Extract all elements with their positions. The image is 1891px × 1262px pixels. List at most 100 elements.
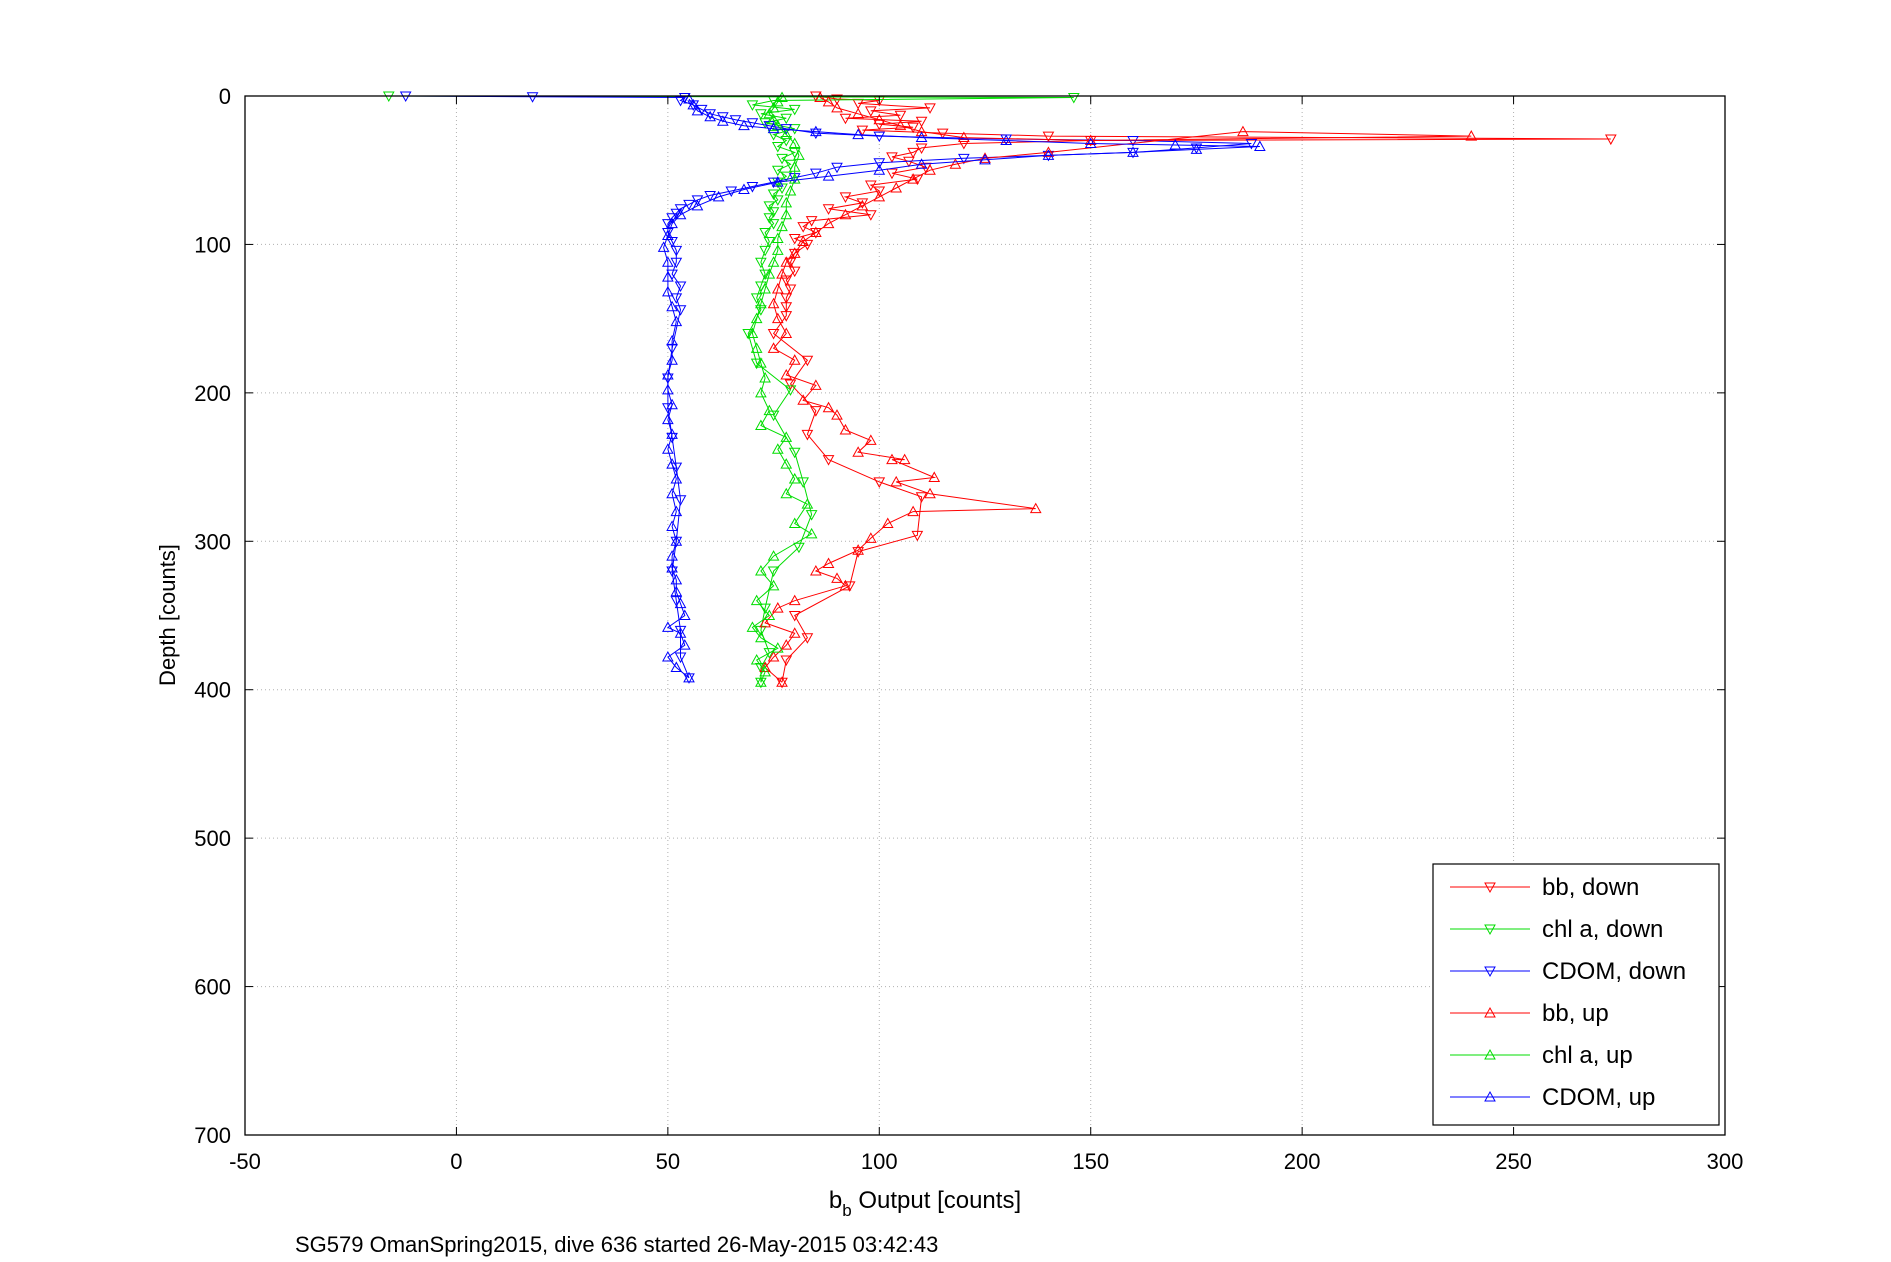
data-point [670,505,683,517]
axes-frame [244,95,1726,1136]
data-point [767,256,780,267]
data-point [793,149,805,160]
series-line [772,95,1611,683]
legend-label: bb, up [1542,1000,1609,1027]
data-point [780,311,793,322]
data-point [873,186,886,198]
data-point [687,98,700,110]
legend-marker [1484,882,1496,894]
data-point [767,651,780,662]
data-point [666,354,678,365]
data-point [780,113,793,125]
data-point [767,342,780,353]
data-point [780,639,793,650]
y-tick-label: 200 [194,381,231,406]
data-point [890,475,903,487]
data-point [907,147,919,159]
data-point [674,305,687,316]
data-point [852,547,864,558]
data-point [767,101,780,113]
data-point [936,128,949,140]
data-point [915,125,928,137]
x-tick-label: 250 [1495,1149,1532,1174]
data-point [674,627,687,638]
data-point [691,199,704,211]
data-point [788,137,801,148]
data-point [780,327,793,338]
series-line [663,98,1260,679]
y-tick-label: 500 [194,826,231,851]
data-point [784,284,797,295]
data-point [750,358,763,370]
data-point [1604,134,1617,146]
data-point [767,219,780,230]
data-point [907,122,919,134]
data-point [666,458,678,469]
data-point [771,244,784,255]
legend-box [1432,863,1720,1126]
data-point [755,386,767,398]
data-point [915,143,928,154]
data-point [873,131,886,143]
data-point [683,199,695,211]
data-point [780,128,793,140]
data-point [839,192,852,203]
y-tick-label: 100 [194,232,231,257]
data-point [674,495,687,506]
data-point [797,394,810,405]
data-point [924,487,936,499]
data-point [670,472,683,484]
data-point [780,256,793,267]
data-point [704,110,716,122]
data-point [788,517,801,528]
data-point [1245,138,1258,150]
data-point [822,217,835,229]
data-point [780,431,793,442]
x-axis-label-symbol: b [829,1187,842,1214]
data-point [788,161,801,172]
data-point [873,158,886,169]
data-point [662,229,674,241]
data-point [759,118,771,129]
data-point [801,239,814,251]
data-point [839,579,852,591]
data-point [704,109,716,120]
data-point [784,184,797,196]
data-point [755,676,767,687]
data-point [763,609,776,620]
data-point [738,183,750,195]
x-axis-label-text: Output [counts] [852,1187,1021,1214]
legend-label: chl a, up [1542,1042,1633,1069]
legend-label: CDOM, down [1542,958,1686,985]
data-point [767,550,780,561]
data-point [670,257,683,269]
data-point [759,245,771,257]
data-point [755,305,767,316]
data-point [767,189,780,200]
data-point [666,334,678,346]
data-point [788,447,801,459]
data-point [780,369,793,380]
y-tick-label: 0 [219,84,231,109]
data-point [898,453,911,465]
data-point [759,282,771,294]
data-point [674,597,687,609]
data-point [1000,134,1012,146]
data-point [666,213,678,224]
data-point [864,180,877,192]
x-axis-label-subscript: b [842,1201,851,1220]
data-point [776,676,788,687]
data-point [788,233,801,245]
data-point [839,113,852,125]
data-point [670,462,683,474]
data-point [810,226,822,238]
data-point [683,92,695,104]
data-point [746,100,759,111]
data-point [746,327,759,338]
data-point [662,228,674,239]
data-point [873,164,886,175]
data-point [1127,146,1139,157]
legend-label: bb, down [1542,874,1639,901]
data-point [1029,502,1042,514]
data-point [755,419,767,431]
